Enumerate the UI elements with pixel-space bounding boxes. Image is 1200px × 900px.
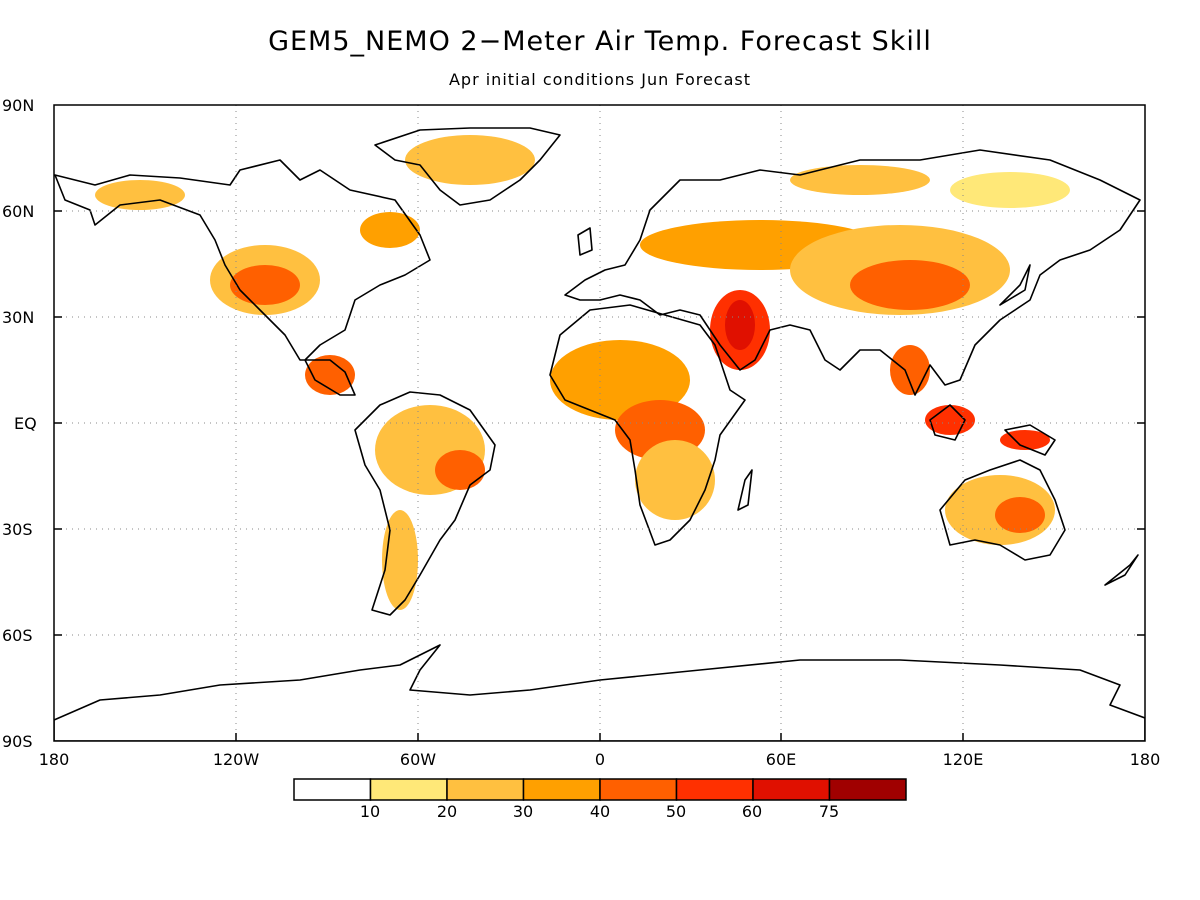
patch: [635, 440, 715, 520]
y-tick-label: 90S: [2, 732, 33, 751]
map-area: [54, 127, 1145, 741]
patch: [405, 135, 535, 185]
patch: [850, 260, 970, 310]
coast-png: [1004, 424, 1056, 456]
coast-britain: [577, 227, 593, 256]
patch: [995, 497, 1045, 533]
colorbar-swatch: [752, 778, 831, 801]
tick-marks: [54, 210, 1145, 741]
coast-eurasia: [564, 149, 1141, 396]
y-tick-label: 30N: [2, 308, 35, 327]
patch: [95, 180, 185, 210]
coast-south-america: [354, 391, 496, 616]
colorbar-swatch: [675, 778, 754, 801]
coast-australia: [939, 459, 1066, 561]
colorbar-swatch: [522, 778, 601, 801]
y-tick-label: 90N: [2, 96, 35, 115]
colorbar-label: 20: [436, 802, 458, 821]
patch: [305, 355, 355, 395]
x-tick-label: 0: [594, 750, 606, 769]
coast-new-zealand: [1104, 554, 1139, 586]
x-tick-label: 60E: [765, 750, 797, 769]
x-tick-label: 180: [1129, 750, 1161, 769]
patch: [230, 265, 300, 305]
x-tick-label: 180: [38, 750, 70, 769]
patch: [925, 405, 975, 435]
map-subtitle: Apr initial conditions Jun Forecast: [448, 70, 752, 89]
grid-lines: [54, 105, 1145, 741]
y-tick-label: EQ: [14, 414, 37, 433]
patch: [790, 165, 930, 195]
coast-greenland: [374, 127, 561, 206]
colorbar-label: 60: [741, 802, 763, 821]
colorbar-swatch: [828, 778, 907, 801]
colorbar-label: 40: [589, 802, 611, 821]
colorbar-label: 10: [359, 802, 381, 821]
y-tick-label: 30S: [2, 520, 33, 539]
colorbar-label: 50: [665, 802, 687, 821]
coast-north-america: [54, 159, 431, 396]
y-tick-label: 60N: [2, 202, 35, 221]
patch: [550, 340, 690, 420]
coast-japan: [999, 264, 1031, 306]
colorbar-swatch: [369, 778, 448, 801]
patch: [435, 450, 485, 490]
patch: [725, 300, 755, 350]
x-tick-label: 60W: [399, 750, 437, 769]
colorbar: [293, 778, 907, 801]
colorbar-label: 75: [818, 802, 840, 821]
patch: [382, 510, 418, 610]
skill-patches: [95, 135, 1070, 610]
map-title: GEM5_NEMO 2−Meter Air Temp. Forecast Ski…: [268, 26, 932, 57]
colorbar-label: 30: [512, 802, 534, 821]
colorbar-swatch: [599, 778, 678, 801]
patch: [1000, 430, 1050, 450]
patch: [890, 345, 930, 395]
y-tick-label: 60S: [2, 626, 33, 645]
coast-antarctica: [54, 644, 1145, 741]
coast-madagascar: [737, 469, 753, 511]
x-tick-label: 120E: [942, 750, 984, 769]
coastlines: [54, 127, 1145, 741]
patch: [360, 212, 420, 248]
colorbar-swatch: [293, 778, 372, 801]
coast-africa: [549, 304, 746, 546]
x-tick-label: 120W: [212, 750, 260, 769]
coast-borneo: [929, 404, 966, 441]
colorbar-swatch: [446, 778, 525, 801]
patch: [950, 172, 1070, 208]
